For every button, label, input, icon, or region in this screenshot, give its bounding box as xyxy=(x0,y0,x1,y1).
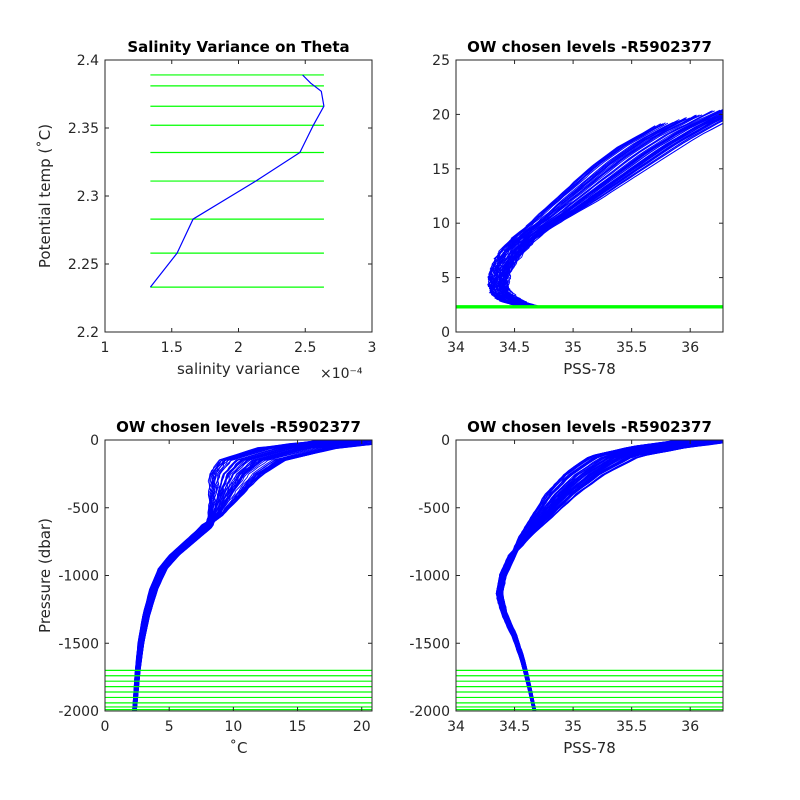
y-tick-label: 2.3 xyxy=(77,189,99,205)
x-tick-label: 34.5 xyxy=(499,719,530,735)
x-tick-label: 20 xyxy=(353,719,371,735)
profile-line xyxy=(488,123,663,309)
profile-line xyxy=(506,122,723,309)
y-tick-label: 25 xyxy=(432,53,450,69)
y-tick-label: 0 xyxy=(441,325,450,341)
subplot-2: 34 34.5 35 35.5 36 0 5 10 15 20 25 OW chosen levels… xyxy=(432,38,724,378)
subplot-4: 34 34.5 35 35.5 36 -2000 -1500 -1000 -500 0 OW cho… xyxy=(409,418,724,757)
y-tick-label: 2.25 xyxy=(68,257,99,273)
x-tick-label: 2.5 xyxy=(294,340,316,356)
y-tick-label: -1500 xyxy=(58,636,99,652)
axes-box xyxy=(104,59,373,333)
x-axis-label: PSS-78 xyxy=(563,739,616,757)
profile-line xyxy=(493,114,700,309)
y-axis-label: Pressure (dbar) xyxy=(36,518,54,633)
x-tick-label: 10 xyxy=(224,719,242,735)
x-tick-label: 1 xyxy=(101,340,110,356)
profile-line xyxy=(497,440,693,711)
x-tick-label: 36 xyxy=(681,719,699,735)
profile-line xyxy=(132,440,324,711)
y-tick-label: 0 xyxy=(90,433,99,449)
x-tick-label: 34 xyxy=(447,719,465,735)
y-tick-label: 0 xyxy=(441,433,450,449)
x-axis-label: ˚C xyxy=(230,739,248,757)
y-tick-label: 20 xyxy=(432,107,450,123)
x-tick-label: 0 xyxy=(101,719,110,735)
plot-area xyxy=(456,108,723,309)
plot-title: Salinity Variance on Theta xyxy=(127,38,349,56)
x-axis-label: PSS-78 xyxy=(563,360,616,378)
profile-line xyxy=(135,442,372,711)
x-tick-label: 1.5 xyxy=(161,340,183,356)
x-tick-label: 34 xyxy=(447,340,465,356)
plot-title: OW chosen levels -R5902377 xyxy=(467,418,712,436)
y-tick-label: 2.35 xyxy=(68,121,99,137)
plot-area xyxy=(456,440,723,711)
profile-line xyxy=(134,440,370,711)
profile-line xyxy=(502,115,723,309)
y-tick-label: 2.4 xyxy=(77,53,99,69)
profile-line xyxy=(502,442,723,711)
x-axis-label: salinity variance xyxy=(177,360,300,378)
y-tick-label: -2000 xyxy=(409,704,450,720)
profile-line xyxy=(498,110,723,309)
y-tick-label: -1000 xyxy=(409,569,450,585)
x-tick-label: 15 xyxy=(289,719,307,735)
y-tick-label: -1000 xyxy=(58,569,99,585)
x-exponent-label: ×10⁻⁴ xyxy=(320,366,363,382)
x-tick-label: 35 xyxy=(564,340,582,356)
y-tick-label: -500 xyxy=(67,501,99,517)
x-tick-label: 2 xyxy=(234,340,243,356)
profile-line xyxy=(499,440,723,711)
subplot-1: 1 1.5 2 2.5 3 2.2 2.25 2.3 2.35 2.4 Salinity Varia… xyxy=(36,38,376,382)
variance-line xyxy=(149,74,325,288)
y-tick-label: 10 xyxy=(432,216,450,232)
profile-line xyxy=(496,110,715,309)
profile-line xyxy=(490,120,678,309)
profile-line xyxy=(133,440,346,711)
profile-line xyxy=(135,443,372,711)
plot-title: OW chosen levels -R5902377 xyxy=(467,38,712,56)
subplot-3: 0 5 10 15 20 -2000 -1500 -1000 -500 0 OW chosen le… xyxy=(36,418,373,757)
plot-area xyxy=(105,440,372,711)
y-tick-label: -1500 xyxy=(409,636,450,652)
plot-area xyxy=(149,74,325,288)
y-tick-label: -2000 xyxy=(58,704,99,720)
y-tick-label: -500 xyxy=(418,501,450,517)
axes-frame xyxy=(455,59,724,333)
y-axis-label: Potential temp (˚C) xyxy=(36,124,54,268)
profile-line xyxy=(505,119,723,309)
x-tick-label: 35 xyxy=(564,719,582,735)
x-tick-label: 36 xyxy=(681,340,699,356)
x-tick-label: 35.5 xyxy=(616,719,647,735)
x-tick-label: 34.5 xyxy=(499,340,530,356)
y-tick-label: 15 xyxy=(432,162,450,178)
y-tick-label: 2.2 xyxy=(77,325,99,341)
x-tick-label: 35.5 xyxy=(616,340,647,356)
x-tick-label: 5 xyxy=(165,719,174,735)
x-tick-label: 3 xyxy=(368,340,377,356)
plot-title: OW chosen levels -R5902377 xyxy=(116,418,361,436)
profile-line xyxy=(496,109,721,309)
y-tick-label: 5 xyxy=(441,271,450,287)
